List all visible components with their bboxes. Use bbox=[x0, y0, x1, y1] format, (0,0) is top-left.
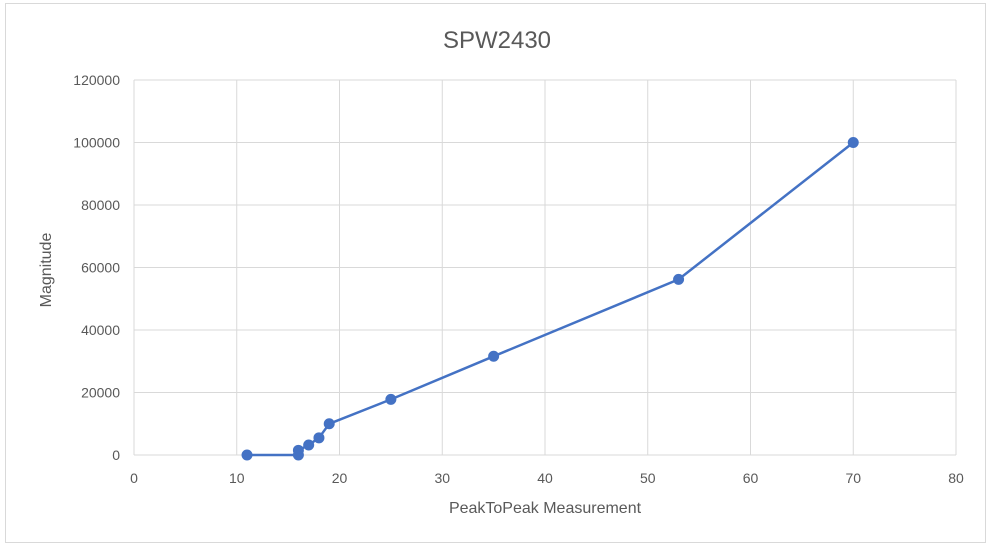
x-tick-label: 80 bbox=[948, 470, 964, 486]
y-tick-label: 40000 bbox=[81, 322, 120, 338]
data-point bbox=[673, 273, 685, 285]
y-tick-label: 20000 bbox=[81, 385, 120, 401]
chart-title: SPW2430 bbox=[443, 27, 551, 54]
x-tick-label: 60 bbox=[743, 470, 759, 486]
series-line bbox=[247, 141, 855, 457]
data-point bbox=[241, 449, 253, 461]
x-tick-label: 20 bbox=[332, 470, 348, 486]
x-tick-label: 40 bbox=[537, 470, 553, 486]
x-axis-title: PeakToPeak Measurement bbox=[449, 500, 642, 517]
y-axis-tick-labels: 0 20000 40000 60000 80000 100000 120000 bbox=[73, 72, 120, 463]
y-tick-label: 100000 bbox=[73, 135, 120, 151]
x-tick-label: 70 bbox=[845, 470, 861, 486]
x-tick-label: 50 bbox=[640, 470, 656, 486]
data-point bbox=[847, 137, 859, 148]
x-tick-label: 0 bbox=[130, 470, 138, 486]
y-axis-title: Magnitude bbox=[38, 233, 55, 308]
y-tick-label: 120000 bbox=[73, 72, 120, 88]
data-point bbox=[313, 432, 325, 444]
data-point bbox=[488, 350, 500, 362]
data-point bbox=[292, 444, 304, 456]
chart-area[interactable]: 0 10 20 30 40 50 60 70 80 0 20000 40000 60000 80000 1… bbox=[5, 3, 986, 543]
data-point bbox=[323, 418, 335, 430]
x-axis-tick-labels: 0 10 20 30 40 50 60 70 80 bbox=[130, 470, 964, 486]
data-point bbox=[303, 439, 315, 451]
x-tick-label: 30 bbox=[434, 470, 450, 486]
data-point bbox=[385, 393, 397, 405]
data-points bbox=[241, 137, 859, 461]
x-tick-label: 10 bbox=[229, 470, 245, 486]
gridlines bbox=[133, 79, 957, 456]
y-tick-label: 80000 bbox=[81, 197, 120, 213]
scatter-chart: 0 10 20 30 40 50 60 70 80 0 20000 40000 60000 80000 1… bbox=[38, 27, 964, 517]
series-line-layer bbox=[247, 141, 855, 457]
y-tick-label: 0 bbox=[112, 447, 120, 463]
y-tick-label: 60000 bbox=[81, 260, 120, 276]
